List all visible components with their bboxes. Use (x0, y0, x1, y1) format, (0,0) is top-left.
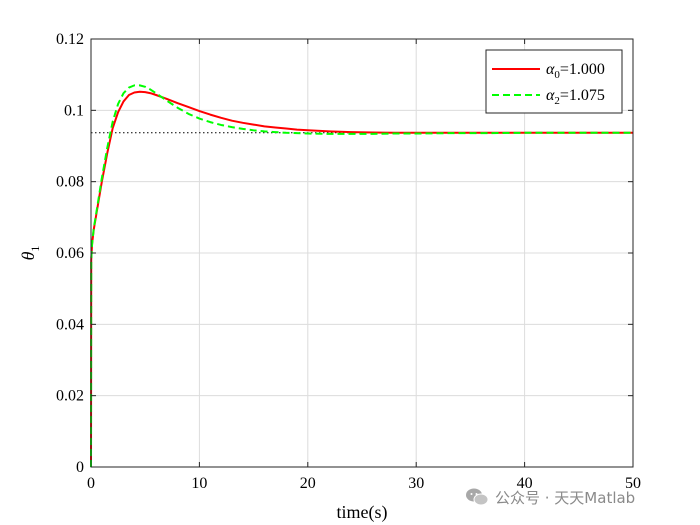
x-tick-label-30: 30 (408, 475, 424, 492)
legend-alpha0-symbol: α (546, 61, 555, 78)
legend-box (485, 49, 623, 114)
x-axis-label: time(s) (337, 502, 388, 523)
y-tick-label-0-1: 0.1 (64, 102, 84, 119)
legend-alpha2-subscript: 2 (554, 95, 560, 107)
y-tick-label-0: 0 (76, 459, 84, 476)
y-tick-label-0-02: 0.02 (56, 388, 84, 405)
x-tick-label-50: 50 (625, 475, 641, 492)
legend-alpha0-value: =1.000 (560, 61, 605, 78)
x-tick-label-20: 20 (300, 475, 316, 492)
y-tick-label-0-06: 0.06 (56, 245, 84, 262)
legend-alpha0-subscript: 0 (554, 69, 560, 81)
legend-alpha2-symbol: α (546, 87, 555, 104)
watermark: 公众号 · 天天Matlab (465, 485, 635, 509)
legend-alpha2-value: =1.075 (560, 87, 605, 104)
legend-label-alpha0: α0=1.000 (546, 61, 605, 81)
wechat-icon (466, 488, 489, 506)
y-tick-label-0-08: 0.08 (56, 174, 84, 191)
legend: α0=1.000 α2=1.075 (485, 49, 623, 114)
tick-marks (90, 38, 634, 468)
watermark-text: 公众号 · 天天Matlab (495, 488, 636, 507)
legend-label-alpha2: α2=1.075 (546, 87, 605, 107)
series-layer (90, 84, 633, 468)
x-tick-label-10: 10 (191, 475, 207, 492)
y-axis-label: θ1 (18, 246, 42, 261)
series-line-alpha2 (90, 84, 633, 468)
y-tick-label-0-04: 0.04 (56, 316, 84, 333)
y-tick-label-0-12: 0.12 (56, 31, 84, 48)
x-tick-label-0: 0 (87, 475, 95, 492)
x-tick-label-40: 40 (517, 475, 533, 492)
y-axis-label-subscript: 1 (28, 246, 42, 252)
series-line-alpha0 (90, 90, 633, 468)
y-axis-label-symbol: θ (18, 251, 38, 260)
